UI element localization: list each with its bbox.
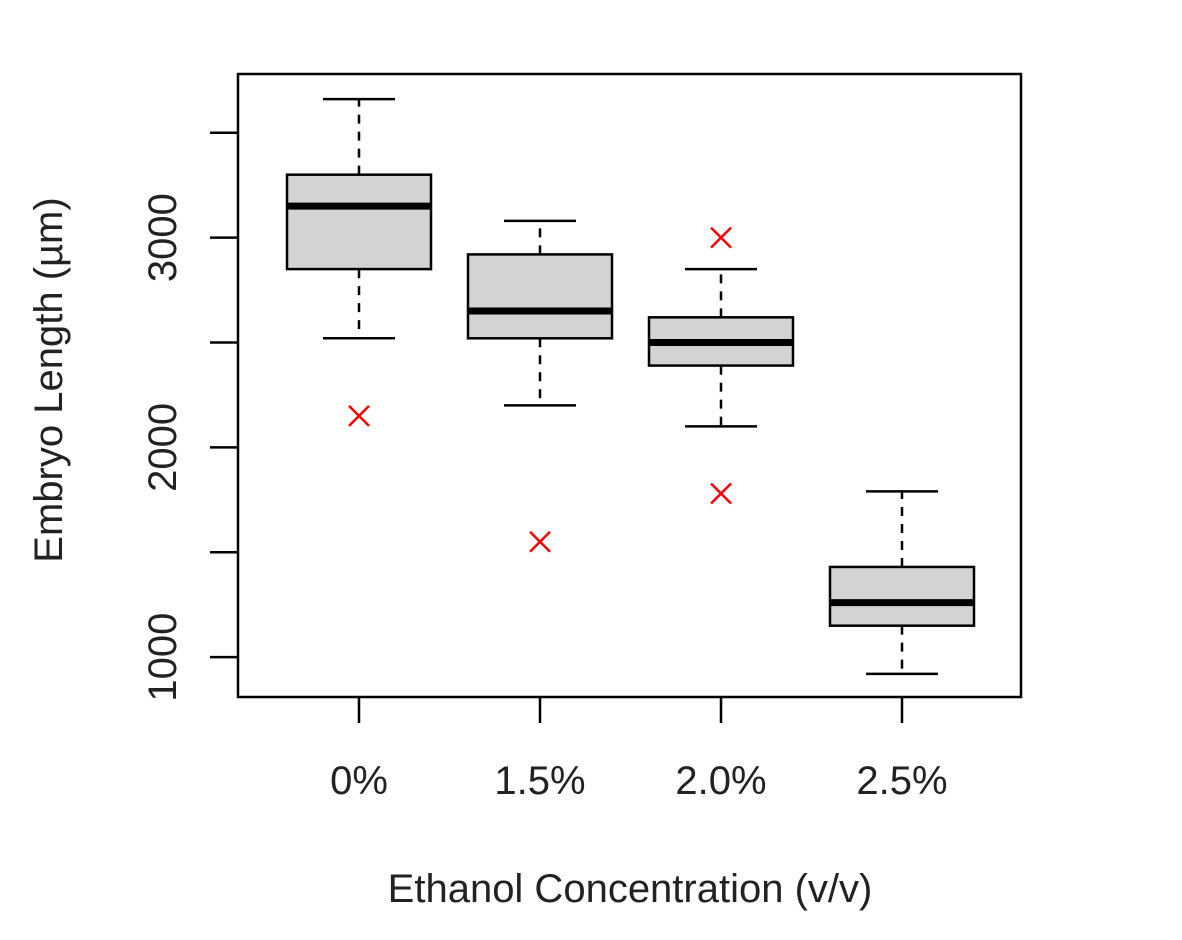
- iqr-box: [828, 565, 976, 627]
- outlier-stroke: [710, 226, 732, 249]
- outlier-marker: [529, 530, 551, 553]
- x-tick-label: 2.0%: [675, 759, 766, 803]
- box-group-2: [466, 219, 614, 553]
- y-tick-label: 1000: [141, 613, 185, 702]
- iqr-box: [466, 253, 614, 340]
- outlier-stroke: [529, 530, 551, 553]
- box-group-4: [828, 490, 976, 676]
- x-axis-title: Ethanol Concentration (v/v): [388, 867, 873, 911]
- plot-area: 1000 2000 3000 0% 1.5% 2.0% 2.5%: [141, 72, 1023, 803]
- x-tick-label: 0%: [330, 759, 388, 803]
- iqr-box: [285, 173, 433, 271]
- outlier-stroke: [710, 482, 732, 505]
- y-axis-title: Embryo Length (µm): [27, 197, 71, 562]
- y-tick-label: 2000: [141, 403, 185, 492]
- outlier-stroke: [348, 405, 370, 427]
- outlier-marker: [710, 482, 732, 505]
- outlier-marker: [710, 226, 732, 249]
- y-tick-label: 3000: [141, 193, 185, 282]
- plot-frame: [236, 72, 1023, 699]
- outlier-marker: [348, 405, 370, 427]
- box-group-3: [647, 226, 795, 505]
- x-tick-label: 2.5%: [856, 759, 947, 803]
- box-group-1: [285, 97, 433, 427]
- x-tick-label: 1.5%: [494, 759, 585, 803]
